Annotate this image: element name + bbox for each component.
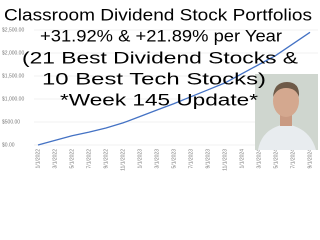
- x-tick-label: 5/1/2023: [171, 149, 177, 169]
- face: [273, 85, 299, 117]
- x-tick-label: 7/1/2023: [188, 149, 194, 169]
- x-tick-label: 7/1/2022: [86, 149, 92, 169]
- caption-line: (21 Best Dividend Stocks &: [22, 48, 299, 67]
- y-tick-label: $2,000.00: [2, 50, 24, 56]
- x-tick-label: 3/1/2023: [154, 149, 160, 169]
- photo: [255, 74, 318, 150]
- y-tick-label: $1,000.00: [2, 96, 24, 102]
- x-tick-label: 11/1/2023: [222, 149, 228, 171]
- x-tick-label: 3/1/2024: [256, 149, 262, 169]
- shirt: [258, 124, 316, 150]
- caption-line: +31.92% & +21.89% per Year: [40, 26, 282, 45]
- y-tick-label: $2,500.00: [2, 27, 24, 33]
- hair: [273, 82, 300, 97]
- y-tick-label: $500.00: [2, 119, 20, 125]
- x-tick-label: 5/1/2024: [273, 149, 279, 169]
- y-tick-label: $0.00: [2, 142, 15, 148]
- y-tick-label: $1,500.00: [2, 73, 24, 79]
- plot: $0.00 $500.00 $1,000.00 $1,500.00 $2,000.00 $…: [2, 27, 318, 171]
- x-tick-label: 9/1/2022: [103, 149, 109, 169]
- x-tick-label: 11/1/2022: [120, 149, 126, 171]
- x-tick-label: 3/1/2022: [52, 149, 58, 169]
- x-tick-label: 9/1/2024: [307, 149, 313, 169]
- x-tick-label: 5/1/2022: [69, 149, 75, 169]
- line: [37, 31, 311, 146]
- x-tick-label: 7/1/2024: [290, 149, 296, 169]
- x-tick-label: 9/1/2023: [205, 149, 211, 169]
- caption-line: 10 Best Tech Stocks): [42, 69, 266, 88]
- x-tick-label: 1/1/2024: [239, 149, 245, 169]
- caption-line: *Week 145 Update*: [60, 90, 258, 109]
- caption: Classroom Dividend Stock Portfolios +31.…: [4, 5, 312, 109]
- thumbnail: $0.00 $500.00 $1,000.00 $1,500.00 $2,000.00 $…: [2, 5, 318, 171]
- caption-line: Classroom Dividend Stock Portfolios: [4, 5, 312, 24]
- x-tick-label: 1/1/2022: [35, 149, 41, 169]
- x-tick-label: 1/1/2023: [137, 149, 143, 169]
